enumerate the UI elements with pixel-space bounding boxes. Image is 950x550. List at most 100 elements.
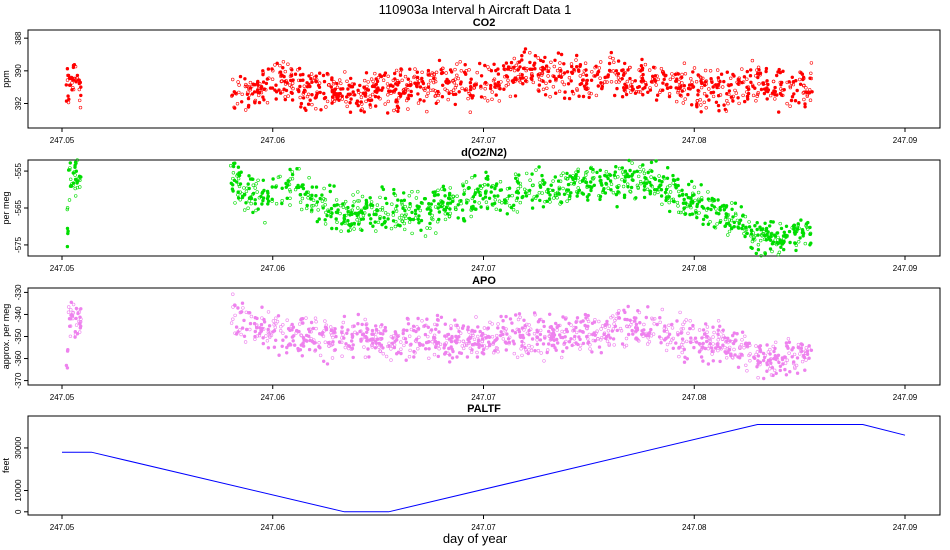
data-point [447,346,451,351]
data-point [315,200,320,204]
data-point [651,332,656,336]
data-point [464,87,468,91]
data-point [407,194,411,198]
data-point [764,66,769,71]
data-point [406,322,411,326]
data-point [719,72,724,76]
data-point [648,88,653,92]
data-point [527,188,532,193]
data-point [399,199,404,203]
data-point [303,106,307,111]
data-point [758,73,762,77]
data-point [358,83,362,88]
data-point [232,105,236,110]
data-point [779,226,784,231]
data-point [231,164,236,169]
data-point [626,332,631,337]
data-point [489,190,493,194]
data-point [669,85,673,90]
data-point [265,339,270,343]
data-point [325,99,330,104]
data-point [399,340,403,344]
data-point [489,185,494,189]
data-point [523,79,528,83]
data-point [359,92,363,96]
data-point [626,185,630,189]
data-point [366,80,370,84]
data-point [788,370,792,374]
data-point [355,218,359,222]
data-point [344,99,348,104]
data-point [540,191,544,195]
data-point [288,74,293,79]
data-point [734,213,738,217]
data-point [590,350,594,354]
data-point [339,81,343,86]
data-point [717,335,721,339]
data-point [567,96,572,101]
data-point [354,211,359,216]
data-point [745,90,749,94]
data-point [578,347,582,351]
data-point [711,349,716,353]
data-point [485,82,489,86]
data-point [768,347,772,352]
data-point [538,184,542,188]
data-point [577,335,581,339]
data-point [804,358,808,362]
data-point [685,204,689,209]
data-point [330,226,334,231]
data-point [720,337,725,341]
data-point [792,92,796,96]
data-point [582,69,586,73]
data-point [627,158,631,163]
data-point [649,80,654,84]
data-point [279,325,283,329]
data-point [307,176,311,180]
data-point [662,176,666,181]
data-point [305,94,310,99]
data-point [446,205,450,210]
data-point [724,212,728,216]
data-point [376,220,381,225]
data-point [599,178,603,183]
data-point [514,63,518,68]
data-point [404,358,408,362]
data-point [530,198,534,202]
data-point [612,343,616,347]
data-point [231,292,235,296]
data-point [506,78,510,83]
data-point [494,207,498,212]
data-point [270,185,274,189]
data-point [780,239,784,243]
data-point [652,176,656,180]
data-point [645,331,649,336]
data-point [413,81,417,85]
data-point [701,222,705,227]
data-point [331,81,336,86]
data-point [496,194,500,198]
data-point [339,229,343,233]
data-point [428,211,432,216]
data-point [266,191,270,196]
data-point [445,336,449,340]
data-point [497,99,501,103]
data-point [755,365,759,369]
data-point [698,349,702,353]
data-point [804,86,808,90]
data-point [755,68,759,72]
data-point [236,190,240,194]
data-point [274,185,278,189]
data-point [754,99,758,103]
data-point [768,247,773,251]
data-point [402,87,406,92]
data-point [508,335,512,339]
data-point [528,50,532,55]
data-point [288,189,293,194]
data-point [70,77,75,82]
data-point [309,337,313,341]
data-point [487,196,492,201]
data-point [800,230,805,235]
data-point [614,80,618,84]
data-point [268,335,272,339]
